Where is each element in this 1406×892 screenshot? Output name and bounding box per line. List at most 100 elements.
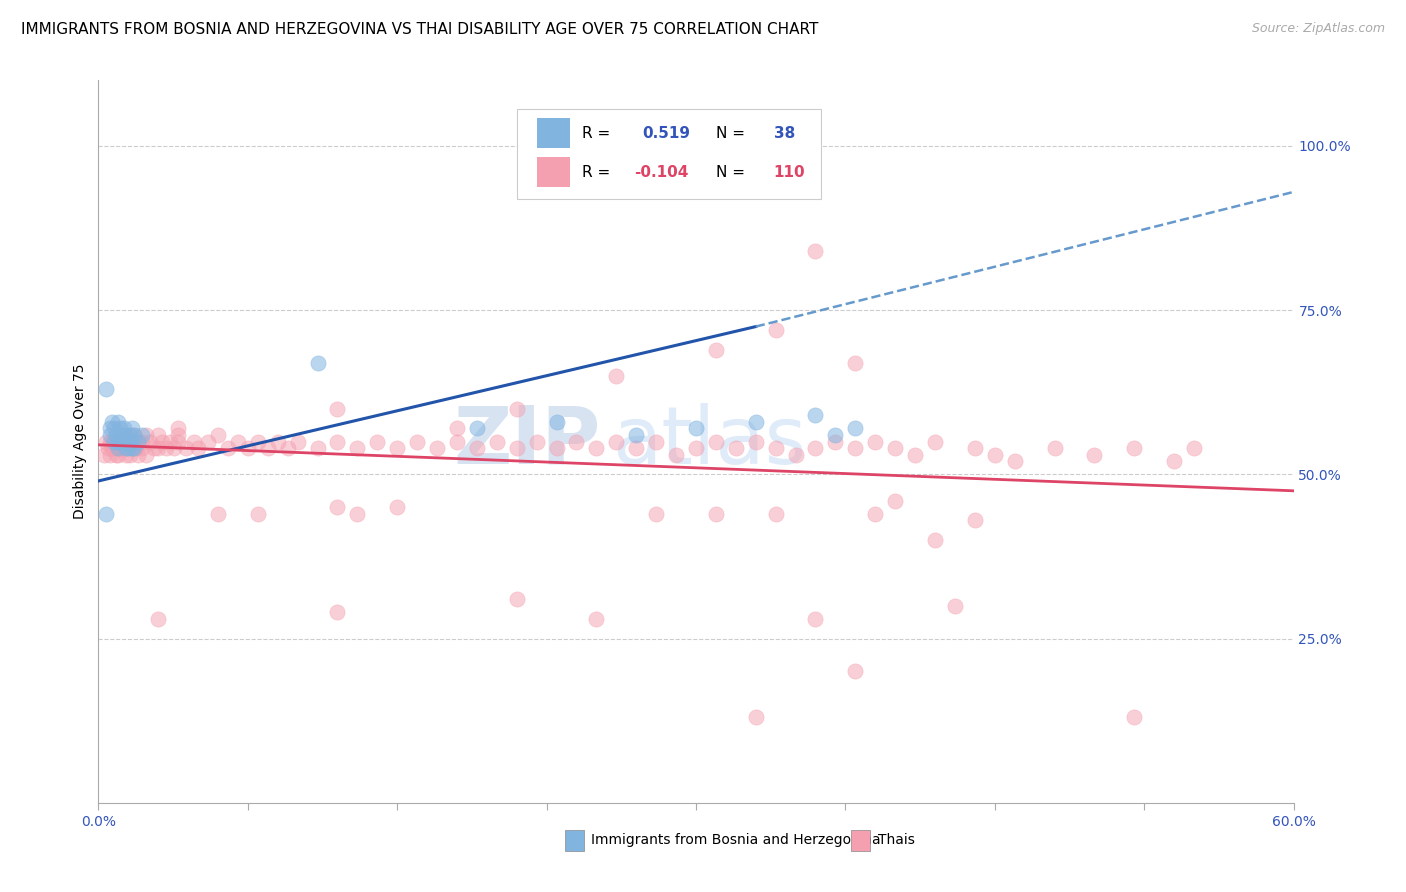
Point (117, 441, 139, 455)
Point (626, 441, 648, 455)
Text: N =: N = (716, 126, 745, 141)
Point (167, 421, 190, 435)
Point (665, 448, 688, 462)
Point (124, 441, 146, 455)
Point (605, 368, 627, 383)
Point (117, 441, 139, 455)
Point (824, 428, 846, 442)
Point (585, 612, 607, 626)
Text: R =: R = (582, 126, 610, 141)
Point (745, 710, 768, 724)
Point (865, 434, 887, 449)
Point (326, 605, 349, 619)
Point (124, 441, 146, 455)
Point (135, 448, 157, 462)
Text: R =: R = (582, 164, 610, 179)
Point (745, 415, 768, 429)
Point (804, 612, 827, 626)
Point (526, 434, 548, 449)
Point (745, 434, 768, 449)
Point (366, 434, 388, 449)
Point (131, 441, 153, 455)
Point (125, 441, 148, 455)
Point (115, 428, 138, 442)
FancyBboxPatch shape (517, 109, 821, 200)
Point (135, 428, 157, 442)
Point (115, 441, 138, 455)
Point (115, 434, 138, 449)
Text: ZIP: ZIP (453, 402, 600, 481)
Point (143, 441, 166, 455)
Point (585, 441, 607, 455)
Bar (537, 157, 571, 187)
Point (277, 441, 299, 455)
Bar (537, 118, 571, 148)
Point (804, 244, 827, 258)
Point (150, 434, 173, 449)
Point (125, 434, 148, 449)
Point (120, 434, 142, 449)
Point (127, 434, 149, 449)
Point (256, 441, 278, 455)
Text: 110: 110 (773, 164, 806, 179)
Point (385, 500, 409, 515)
Point (148, 612, 170, 626)
Text: atlas: atlas (613, 402, 807, 481)
Point (167, 434, 190, 449)
Point (155, 441, 177, 455)
Point (174, 441, 197, 455)
Point (446, 421, 468, 435)
Point (110, 434, 132, 449)
Point (326, 500, 349, 515)
Point (115, 448, 138, 462)
Text: Thais: Thais (877, 833, 914, 847)
Point (605, 434, 627, 449)
Point (844, 421, 866, 435)
Point (1043, 441, 1066, 455)
Point (107, 448, 129, 462)
Point (217, 441, 239, 455)
Point (121, 434, 143, 449)
Point (904, 448, 927, 462)
Point (112, 441, 135, 455)
Text: Source: ZipAtlas.com: Source: ZipAtlas.com (1251, 22, 1385, 36)
Point (111, 428, 134, 442)
Point (1182, 441, 1205, 455)
Point (163, 441, 186, 455)
Point (426, 441, 449, 455)
Point (105, 428, 128, 442)
Text: Immigrants from Bosnia and Herzegovina: Immigrants from Bosnia and Herzegovina (591, 833, 880, 847)
Text: 0.519: 0.519 (643, 126, 690, 141)
Point (183, 434, 205, 449)
Point (117, 428, 139, 442)
Point (103, 434, 125, 449)
Point (326, 434, 349, 449)
Point (326, 401, 349, 416)
Point (101, 434, 124, 449)
Point (103, 441, 125, 455)
Point (844, 665, 866, 679)
Point (107, 428, 129, 442)
Point (207, 507, 229, 521)
Point (307, 441, 329, 455)
Point (465, 441, 488, 455)
Point (120, 434, 142, 449)
Point (685, 421, 707, 435)
Point (963, 441, 986, 455)
Point (93, 448, 115, 462)
Point (117, 434, 139, 449)
Point (485, 434, 508, 449)
Point (546, 415, 568, 429)
Point (1123, 441, 1146, 455)
Point (159, 434, 181, 449)
Point (139, 434, 162, 449)
Point (307, 356, 329, 370)
Point (98, 448, 122, 462)
Point (1163, 454, 1185, 468)
Point (107, 441, 129, 455)
Point (167, 428, 190, 442)
Bar (852, 830, 870, 851)
Point (103, 421, 125, 435)
Point (121, 441, 143, 455)
Point (131, 434, 153, 449)
